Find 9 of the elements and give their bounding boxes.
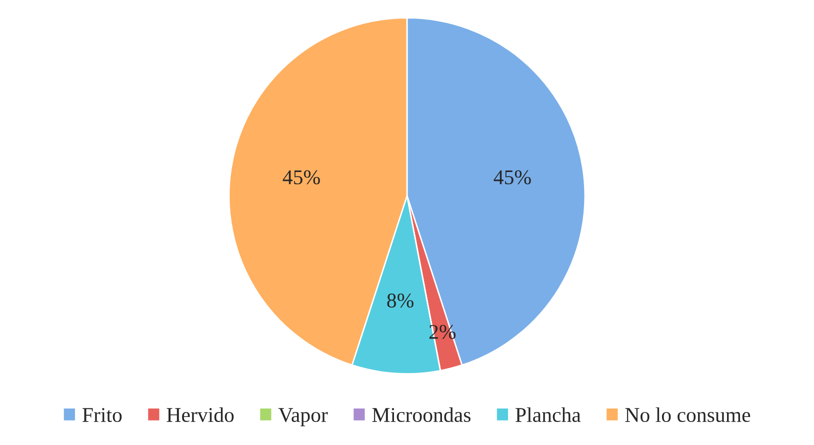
data-label: 8%	[387, 294, 414, 308]
legend-label: Microondas	[372, 407, 470, 422]
legend-label: Vapor	[278, 408, 328, 426]
legend-label: Hervido	[166, 407, 234, 422]
data-label: 45%	[494, 170, 531, 184]
legend-label: No lo consume	[625, 407, 750, 422]
data-label: 45%	[282, 170, 320, 184]
legend-label: Plancha	[516, 407, 581, 422]
legend-label: Frito	[82, 408, 122, 422]
